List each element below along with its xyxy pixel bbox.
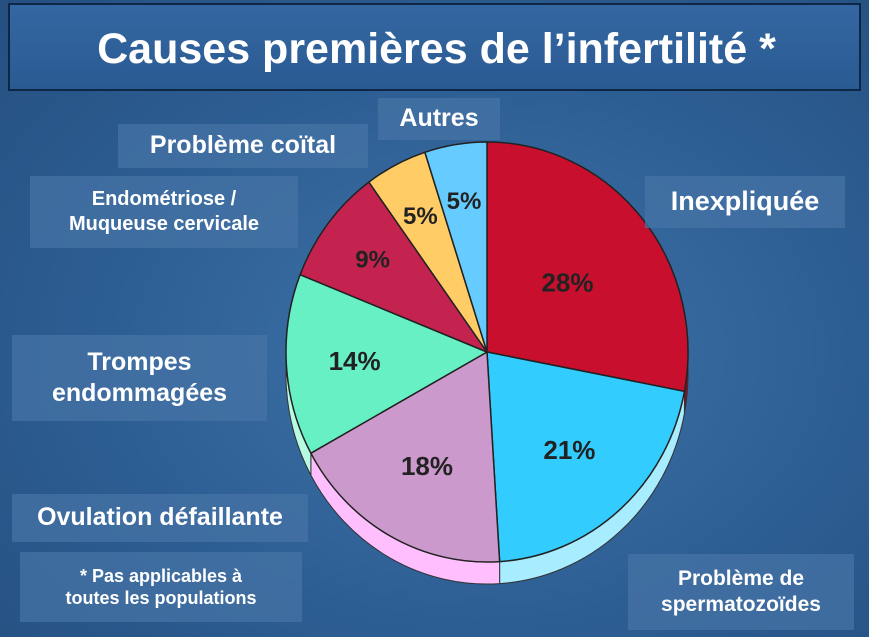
category-label-line: Inexpliquée (670, 186, 820, 217)
chart-title: Causes premières de l’infertilité * (97, 25, 776, 73)
category-label-endometriose-muqueuse-cervicale: Endométriose / Muqueuse cervicale (30, 176, 298, 248)
category-label-line: Ovulation défaillante (37, 503, 283, 532)
value-label-endometriose-muqueuse-cervicale: 9% (355, 247, 390, 274)
pie-slice-ovulation-defaillante (310, 351, 501, 563)
value-label-inexpliquee: 28% (541, 268, 593, 298)
footnote-line-1: * Pas applicables à (79, 565, 243, 586)
pie-slice-autres (424, 141, 488, 353)
value-label-ovulation-defaillante: 18% (401, 451, 453, 481)
pie-slice-probleme-de-spermatozoides (486, 351, 686, 563)
category-label-line: Problème coïtal (149, 131, 337, 160)
category-label-line: Muqueuse cervicale (68, 213, 260, 235)
category-label-probleme-coital: Problème coïtal (118, 124, 368, 168)
category-label-autres: Autres (378, 98, 500, 140)
footnote: * Pas applicables à toutes les populatio… (20, 552, 302, 622)
value-label-probleme-de-spermatozoides: 21% (543, 435, 595, 465)
category-label-line: Trompes (87, 347, 192, 376)
category-label-ovulation-defaillante: Ovulation défaillante (12, 494, 308, 542)
value-label-autres: 5% (447, 188, 482, 215)
category-label-line: spermatozoïdes (661, 593, 821, 616)
pie-slice-endometriose-muqueuse-cervicale (299, 181, 488, 353)
value-label-probleme-coital: 5% (403, 203, 438, 230)
category-label-trompes-endommagees: Trompes endommagées (12, 335, 267, 421)
category-label-line: Autres (399, 104, 479, 133)
category-label-line: Endométriose / (91, 188, 237, 210)
pie-value-labels: 28% 21% 18% 14% 9% 5% 5% (329, 188, 596, 481)
pie-slice-layer (285, 141, 689, 563)
footnote-line-2: toutes les populations (65, 588, 257, 608)
category-label-line: endommagées (51, 379, 228, 407)
category-label-inexpliquee: Inexpliquée (645, 176, 845, 228)
category-label-probleme-de-spermatozoides: Problème de spermatozoïdes (628, 554, 854, 630)
value-label-trompes-endommagees: 14% (329, 346, 381, 376)
title-bar: Causes premières de l’infertilité * (8, 3, 861, 91)
pie-slice-trompes-endommagees (285, 273, 488, 454)
pie-slice-inexpliquee (486, 141, 689, 393)
category-label-line: Problème de (677, 566, 805, 590)
